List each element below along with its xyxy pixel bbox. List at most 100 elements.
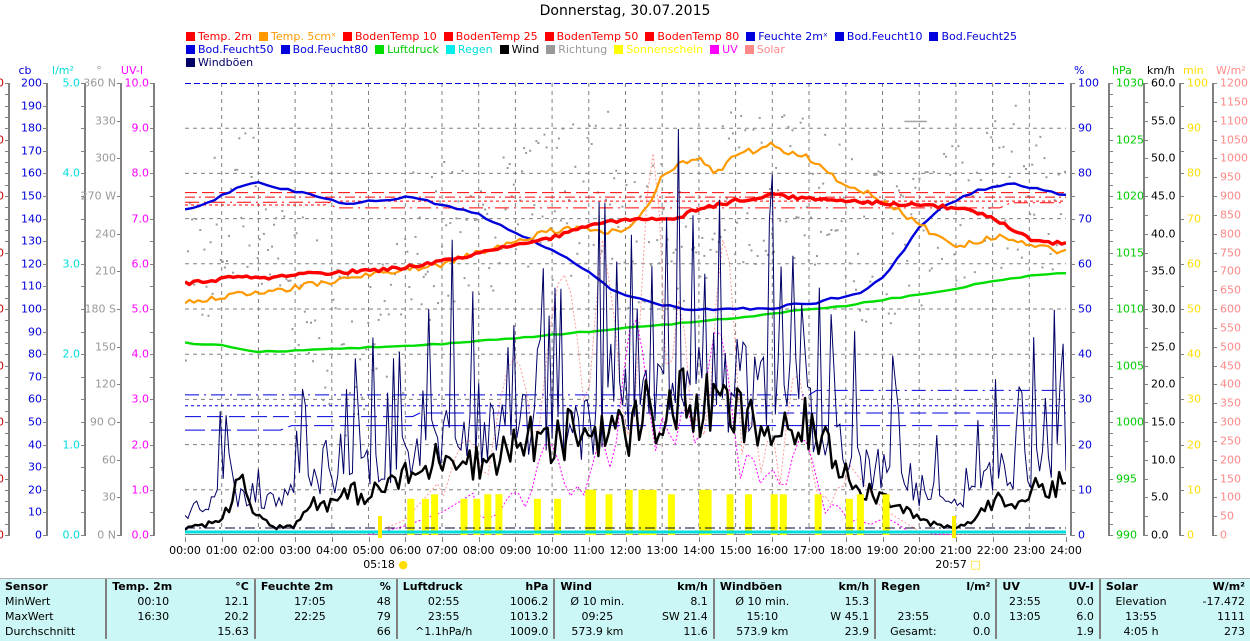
axis-tick-label: 20.0 bbox=[0, 189, 4, 203]
axis-tick-mark bbox=[81, 422, 86, 423]
stats-cell-value: 1013.2 bbox=[509, 610, 549, 623]
axis-tick-mark bbox=[5, 501, 10, 503]
legend-item-bodentemp-10[interactable]: BodenTemp 10 bbox=[342, 30, 437, 43]
legend-item-luftdruck[interactable]: Luftdruck bbox=[375, 43, 439, 56]
stats-cell-value: 0.0 bbox=[972, 625, 991, 638]
axis-tick-label: 100 bbox=[1220, 490, 1241, 504]
legend-row: Temp. 2m Temp. 5cmˣ BodenTemp 10 BodenTemp … bbox=[186, 30, 1066, 43]
legend-item-bod-feucht50[interactable]: Bod.Feucht50 bbox=[186, 43, 274, 56]
stats-cell-value: 15.63 bbox=[217, 625, 249, 638]
axis-tick-label: 4.0 bbox=[62, 166, 81, 180]
stats-cell-time: Gesamt: bbox=[874, 624, 951, 639]
plot-area[interactable] bbox=[185, 83, 1066, 535]
legend-color-swatch-icon bbox=[744, 45, 754, 54]
axis-tick-mark bbox=[1143, 139, 1148, 141]
stats-column-unit: km/h bbox=[677, 580, 708, 593]
axis-unit-label: km/h bbox=[1147, 64, 1175, 77]
axis-tick-label: 250 bbox=[1220, 434, 1241, 448]
axis-tick-label: 20.0 bbox=[1151, 377, 1176, 391]
legend-label: Bod.Feucht50 bbox=[198, 43, 274, 56]
axis-tick-mark bbox=[5, 275, 10, 277]
legend-item-richtung[interactable]: Richtung bbox=[546, 43, 607, 56]
legend-item-feuchte-2m[interactable]: Feuchte 2mˣ bbox=[746, 30, 828, 43]
legend-item-sonnenschein[interactable]: Sonnenschein bbox=[614, 43, 703, 56]
wind-gusts-line bbox=[185, 128, 1066, 520]
x-axis-tick-mark bbox=[809, 537, 810, 542]
legend-item-bod-feucht10[interactable]: Bod.Feucht10 bbox=[834, 30, 922, 43]
axis-tick-mark bbox=[1108, 422, 1113, 423]
axis-tick-mark bbox=[81, 173, 86, 175]
axis-tick-label: 5.0 bbox=[131, 302, 150, 316]
axis-tick-mark bbox=[43, 399, 48, 401]
axis-tick-mark bbox=[1212, 403, 1217, 405]
axis-tick-mark bbox=[1108, 184, 1113, 186]
legend-item-bodentemp-25[interactable]: BodenTemp 25 bbox=[443, 30, 538, 43]
legend-item-bodentemp-50[interactable]: BodenTemp 50 bbox=[544, 30, 638, 43]
legend-item-bodentemp-80[interactable]: BodenTemp 80 bbox=[645, 30, 739, 43]
legend-color-swatch-icon bbox=[280, 45, 290, 54]
axis-tick-mark bbox=[81, 128, 86, 130]
axis-tick-mark bbox=[5, 218, 10, 220]
axis-tick-mark bbox=[1108, 309, 1113, 310]
axis-tick-mark bbox=[1108, 263, 1113, 265]
axis-tick-mark bbox=[5, 173, 10, 175]
legend-item-uv[interactable]: UV bbox=[710, 43, 738, 56]
axis-tick-mark bbox=[5, 229, 10, 231]
stats-cell-time: 00:10 bbox=[105, 594, 200, 609]
x-axis-tick-label: 11:00 bbox=[572, 544, 605, 557]
axis-tick-mark bbox=[5, 535, 10, 536]
humidity-line bbox=[185, 181, 1066, 312]
axis-tick-label: 850 bbox=[1220, 208, 1241, 222]
axis-tick-label: 10 bbox=[28, 505, 42, 519]
axis-tick-mark bbox=[150, 241, 155, 243]
axis-tick-mark bbox=[1070, 331, 1075, 333]
axis-tick-mark bbox=[43, 512, 48, 514]
stats-cell-time: 573.9 km bbox=[553, 624, 640, 639]
legend-item-temp-2m[interactable]: Temp. 2m bbox=[186, 30, 252, 43]
axis-tick-label: 130 bbox=[21, 234, 42, 248]
stats-column-unit: % bbox=[379, 580, 391, 593]
sunrise-marker-bar bbox=[377, 516, 382, 538]
axis-tick-label: 180 bbox=[21, 121, 42, 135]
legend-item-solar[interactable]: Solar bbox=[744, 43, 785, 56]
axis-tick-mark bbox=[117, 233, 122, 235]
legend-item-bod-feucht25[interactable]: Bod.Feucht25 bbox=[929, 30, 1017, 43]
axis-tick-label: 70 bbox=[1187, 212, 1201, 226]
axis-tick-label: 60.0 bbox=[1151, 76, 1176, 90]
x-axis-tick-label: 08:00 bbox=[462, 544, 495, 557]
legend-item-wind[interactable]: Wind bbox=[499, 43, 539, 56]
stats-cell-time bbox=[105, 624, 200, 639]
sunrise-time: 05:18 ● bbox=[363, 558, 408, 571]
axis-tick-mark bbox=[1143, 309, 1148, 310]
axis-tick-label: 360 N bbox=[83, 76, 116, 90]
legend-color-swatch-icon bbox=[186, 58, 195, 67]
stats-cell-time: 02:55 bbox=[395, 594, 490, 609]
axis-tick-label: 150 bbox=[95, 340, 116, 354]
legend-row: Bod.Feucht50 Bod.Feucht80 Luftdruck Regen Wi… bbox=[186, 43, 1066, 56]
axis-tick-mark bbox=[1143, 384, 1148, 386]
axis-tick-mark bbox=[1179, 467, 1184, 469]
axis-tick-mark bbox=[150, 128, 155, 130]
axis-tick-mark bbox=[1143, 158, 1148, 160]
stats-column-unit: °C bbox=[235, 580, 249, 593]
legend-item-bod-feucht80[interactable]: Bod.Feucht80 bbox=[280, 43, 368, 56]
legend-item-regen[interactable]: Regen bbox=[445, 43, 493, 56]
axis-tick-label: -5.0 bbox=[0, 472, 4, 485]
x-axis-tick-label: 00:00 bbox=[169, 544, 201, 557]
axis-solar: W/m² 1200 1150 1100 1050 1000 950 900 850 800 750 7… bbox=[1212, 64, 1250, 541]
stats-cell-value: 1111 bbox=[1217, 610, 1245, 623]
legend-item-windb-en[interactable]: Windböen bbox=[186, 56, 253, 69]
axis-tick-label: 1.0 bbox=[62, 438, 81, 452]
axis-tick-mark bbox=[1108, 196, 1113, 197]
axis-tick-mark bbox=[43, 150, 48, 152]
x-axis-tick-label: 19:00 bbox=[866, 544, 899, 557]
legend-item-temp-5cm[interactable]: Temp. 5cmˣ bbox=[259, 30, 336, 43]
x-axis-tick-label: 22:00 bbox=[976, 544, 1009, 557]
axis-tick-label: 100 bbox=[1187, 76, 1208, 90]
axis-tick-label: 2.0 bbox=[131, 438, 150, 452]
axis-tick-mark bbox=[43, 83, 48, 84]
axis-tick-label: 1200 bbox=[1220, 76, 1248, 90]
plot-frame bbox=[185, 83, 1066, 535]
axis-tick-mark bbox=[150, 173, 155, 175]
stats-cell-time: Elevation bbox=[1098, 594, 1182, 609]
